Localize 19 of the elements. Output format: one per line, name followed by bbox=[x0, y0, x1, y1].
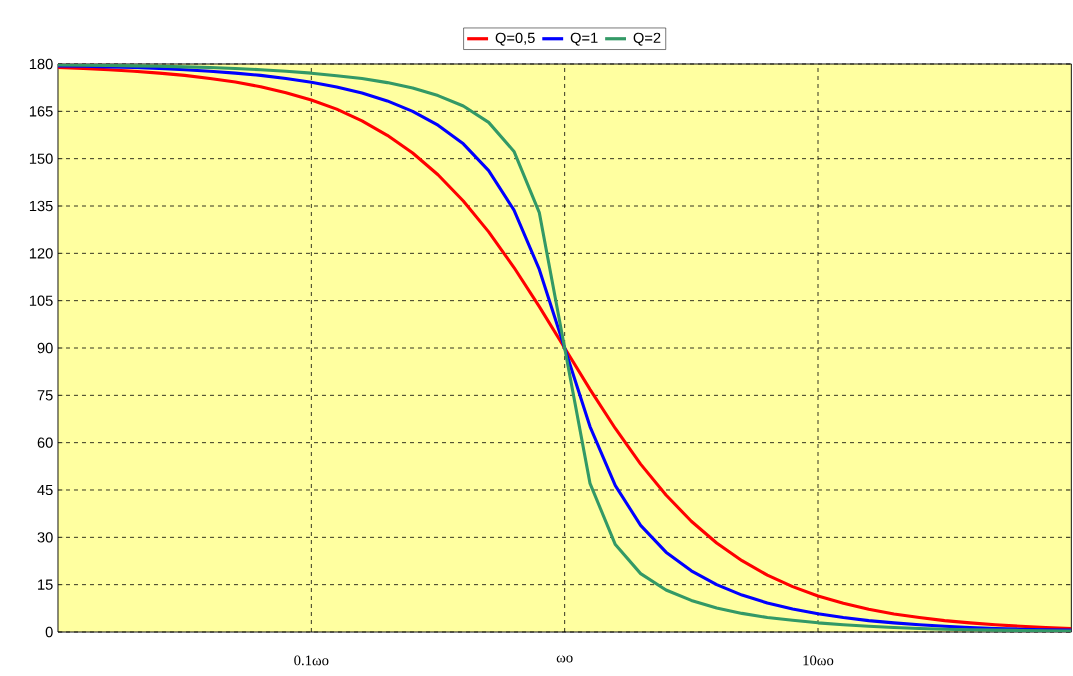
x-tick-label: 0.1ωo bbox=[294, 655, 329, 666]
y-tick-label: 180 bbox=[29, 58, 53, 70]
y-tick-label: 150 bbox=[29, 153, 53, 164]
legend-label: Q=0,5 bbox=[495, 32, 535, 46]
y-tick-label: 120 bbox=[29, 248, 53, 259]
y-tick-label: 45 bbox=[37, 484, 53, 496]
legend-label: Q=1 bbox=[570, 32, 598, 46]
legend-label: Q=2 bbox=[633, 32, 661, 46]
x-tick-label: ωo bbox=[556, 655, 573, 663]
y-tick-label: 30 bbox=[37, 532, 53, 543]
y-tick-label: 60 bbox=[37, 437, 53, 448]
y-tick-label: 15 bbox=[38, 579, 53, 590]
y-tick-label: 105 bbox=[29, 295, 53, 306]
y-tick-label: 165 bbox=[29, 106, 53, 117]
y-tick-label: 75 bbox=[37, 390, 53, 401]
x-tick-label: 10ωo bbox=[803, 655, 834, 666]
y-tick-label: 135 bbox=[29, 200, 53, 212]
y-tick-label: 0 bbox=[45, 626, 53, 638]
y-tick-label: 90 bbox=[37, 342, 53, 354]
